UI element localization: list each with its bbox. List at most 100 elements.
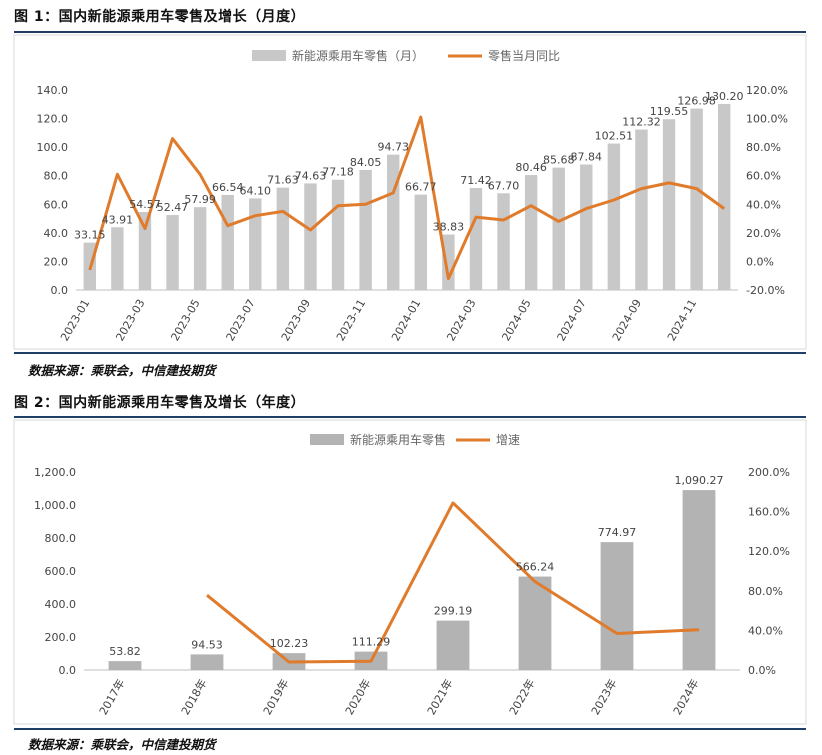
- c1-bar-value-label: 54.57: [129, 198, 161, 211]
- figure1-source: 数据来源：乘联会，中信建投期货: [28, 363, 216, 378]
- c1-bar-value-label: 80.46: [515, 161, 547, 174]
- c2-bar-value-label: 566.24: [516, 561, 555, 574]
- c1-y-left-tick: 100.0: [37, 141, 69, 154]
- monthly-sales-chart: 新能源乘用车零售（月） 零售当月同比 0.0 20.0 40.0 60.0 80.0 100.…: [13, 34, 807, 350]
- c1-legend-bar-swatch: [252, 50, 286, 61]
- c2-bar-value-label: 94.53: [191, 638, 223, 651]
- c1-bar-value-label: 87.84: [571, 151, 603, 164]
- c1-bar-value-label: 126.98: [677, 95, 716, 108]
- c2-y-right-tick: 200.0%: [748, 466, 790, 479]
- figure1-top-rule: [14, 31, 806, 33]
- c2-legend-bar-swatch: [310, 434, 344, 445]
- c1-y-right-tick: 100.0%: [746, 113, 788, 126]
- c1-bar: [249, 198, 262, 290]
- c1-y-right-tick: 40.0%: [746, 198, 781, 211]
- figure2-title: 图 2：国内新能源乘用车零售及增长（年度）: [14, 395, 306, 411]
- c1-y-right-tick: 20.0%: [746, 227, 781, 240]
- c2-bar-value-label: 299.19: [434, 605, 473, 618]
- annual-sales-chart: 新能源乘用车零售 增速 0.0 200.0 400.0 600.0 800.0 1,000.0…: [13, 419, 807, 725]
- c1-bar-value-label: 84.05: [350, 156, 382, 169]
- c2-y-left-tick: 800.0: [45, 532, 77, 545]
- c1-bar: [524, 175, 538, 290]
- c1-bar: [331, 179, 345, 290]
- c1-bar: [359, 169, 372, 290]
- c1-bar-value-label: 119.55: [650, 105, 689, 118]
- c1-bar: [138, 212, 152, 290]
- c2-y-left-tick: 200.0: [45, 631, 77, 644]
- c1-bar-value-label: 66.54: [212, 181, 244, 194]
- c1-growth-line: [88, 115, 726, 281]
- c2-y-right-tick: 120.0%: [748, 545, 790, 558]
- c1-y-left-tick: 0.0: [51, 284, 69, 297]
- c1-bar: [718, 104, 731, 290]
- c2-bar: [436, 620, 470, 670]
- c2-y-left-tick: 0.0: [59, 664, 77, 677]
- c1-bar-value-label: 52.47: [157, 201, 189, 214]
- c2-bar: [190, 654, 224, 670]
- c1-bar-value-label: 74.63: [295, 169, 327, 182]
- c1-y-right-tick: 60.0%: [746, 170, 781, 183]
- c2-bar-value-label: 53.82: [109, 645, 141, 658]
- c1-bar: [442, 234, 455, 290]
- c1-bar: [497, 193, 510, 290]
- c2-y-right-tick: 80.0%: [748, 585, 783, 598]
- c2-y-left-tick: 1,000.0: [34, 499, 76, 512]
- c2-bar-value-label: 1,090.27: [675, 474, 724, 487]
- c1-bar: [469, 187, 483, 290]
- c1-y-right-tick: -20.0%: [746, 284, 785, 297]
- c1-y-left-tick: 60.0: [44, 198, 69, 211]
- figure1-bottom-rule: [14, 352, 806, 354]
- c2-bar: [108, 661, 142, 670]
- c1-bar: [193, 207, 207, 290]
- c1-bar-value-label: 112.32: [622, 116, 661, 129]
- c1-bar-value-label: 33.15: [74, 229, 106, 242]
- c2-bar: [682, 490, 716, 670]
- c2-legend-line-label: 增速: [496, 433, 520, 447]
- c1-bar: [276, 187, 290, 290]
- c1-y-left-tick: 20.0: [44, 255, 69, 268]
- c1-y-left-tick: 40.0: [44, 227, 69, 240]
- figure2-bottom-rule: [14, 728, 806, 730]
- c2-bar-value-label: 111.29: [352, 636, 391, 649]
- c2-y-left-tick: 600.0: [45, 565, 77, 578]
- c1-bar-value-label: 71.42: [460, 174, 492, 187]
- c1-bar: [387, 154, 400, 290]
- c1-y-right-tick: 120.0%: [746, 84, 788, 97]
- c1-bar-value-label: 67.70: [488, 179, 520, 192]
- c2-plot-frame: [13, 419, 807, 725]
- c1-bar-value-label: 77.18: [322, 166, 354, 179]
- c1-bar: [414, 194, 427, 290]
- c2-bar: [518, 576, 552, 670]
- c1-bar-value-label: 130.20: [705, 90, 744, 103]
- c2-y-left-tick: 1,200.0: [34, 466, 76, 479]
- c1-bar: [552, 167, 565, 290]
- c1-y-left-tick: 120.0: [37, 113, 69, 126]
- c2-y-right-tick: 160.0%: [748, 506, 790, 519]
- c1-bar-value-label: 43.91: [102, 213, 134, 226]
- c1-y-right-tick: 80.0%: [746, 141, 781, 154]
- c1-legend-line-label: 零售当月同比: [488, 48, 560, 63]
- c1-y-left-tick: 140.0: [37, 84, 69, 97]
- c1-bar: [111, 227, 124, 290]
- c1-bar: [662, 119, 676, 290]
- c2-y-left-tick: 400.0: [45, 598, 77, 611]
- figure1-title: 图 1：国内新能源乘用车零售及增长（月度）: [14, 9, 306, 25]
- c1-bar-value-label: 64.10: [240, 184, 272, 197]
- c1-bar-value-label: 38.83: [433, 221, 465, 234]
- c2-bar-value-label: 774.97: [598, 526, 637, 539]
- c1-legend-bar-label: 新能源乘用车零售（月）: [292, 48, 424, 63]
- c1-bar-value-label: 85.68: [543, 154, 575, 167]
- c1-y-left-tick: 80.0: [44, 170, 69, 183]
- figure2-top-rule: [14, 416, 806, 418]
- c1-bar: [580, 164, 593, 290]
- c1-bar-value-label: 57.99: [184, 193, 216, 206]
- c2-legend-bar-label: 新能源乘用车零售: [350, 432, 446, 447]
- c2-bar-value-label: 102.23: [270, 637, 309, 650]
- c2-bar: [600, 542, 634, 670]
- c1-bar: [304, 183, 317, 290]
- c1-bar-value-label: 71.63: [267, 174, 299, 187]
- c1-bar: [607, 143, 621, 290]
- c1-bar-value-label: 102.51: [595, 130, 634, 143]
- c1-bar: [690, 108, 703, 290]
- c2-y-right-tick: 40.0%: [748, 624, 783, 637]
